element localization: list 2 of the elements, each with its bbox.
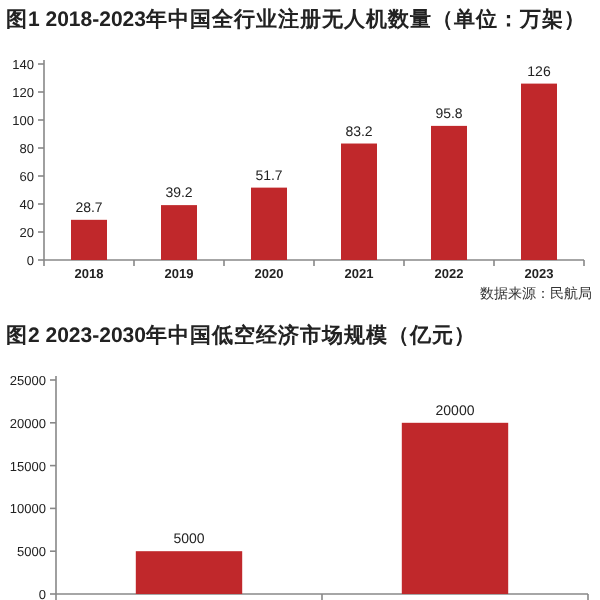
- chart-title: 图2 2023-2030年中国低空经济市场规模（亿元）: [6, 322, 476, 348]
- chart-title: 图1 2018-2023年中国全行业注册无人机数量（单位：万架）: [6, 6, 586, 32]
